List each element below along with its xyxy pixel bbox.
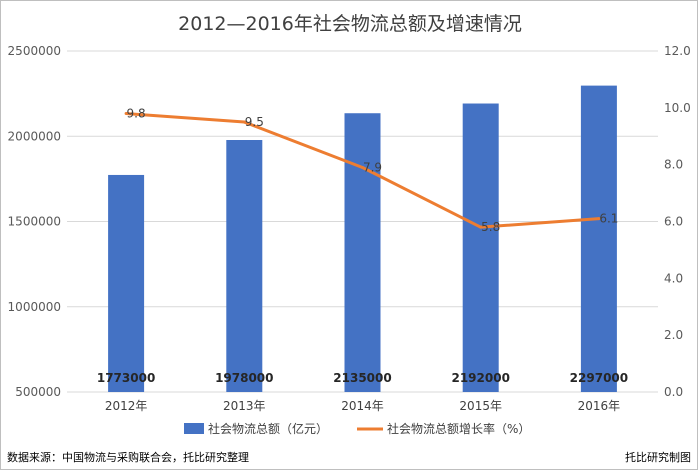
x-tick-label: 2014年 [341,399,384,413]
line-value-label: 5.8 [481,220,500,234]
x-tick-label: 2016年 [578,399,621,413]
line-value-label: 7.9 [363,161,382,175]
chart-title: 2012—2016年社会物流总额及增速情况 [178,13,522,35]
bar [580,85,617,392]
y-left-tick-label: 1500000 [8,215,61,229]
y-left-tick-label: 1000000 [8,300,61,314]
y-right-tick-label: 4.0 [664,271,683,285]
bar [226,140,263,392]
line-point [361,166,364,170]
line-point [242,120,246,124]
data-labels: 1773000 1978000 2135000 2192000 2297000 9.8 9.… [97,107,628,385]
bar [108,174,145,392]
legend-line-label: 社会物流总额增长率（%） [387,421,530,436]
x-tick-label: 2013年 [223,399,266,413]
y-left-tick-label: 2000000 [8,129,61,143]
axes: 500000 1000000 1500000 2000000 2500000 0.0 2.0… [8,44,691,413]
bar-value-label: 2135000 [333,371,391,385]
line-point [597,217,601,221]
bar-value-label: 2297000 [570,371,628,385]
line-series [124,112,601,229]
bar-value-label: 1978000 [215,371,273,385]
x-tick-label: 2015年 [459,399,502,413]
bar [344,113,381,393]
line-value-label: 9.5 [245,115,264,129]
line-point [124,112,128,116]
credit-note: 托比研究制图 [625,450,691,464]
y-left-tick-label: 500000 [15,385,61,399]
bar-value-label: 1773000 [97,371,155,385]
y-left-tick-label: 2500000 [8,44,61,58]
line-value-label: 9.8 [127,107,146,121]
y-right-tick-label: 2.0 [664,328,683,342]
y-right-tick-label: 0.0 [664,385,683,399]
x-tick-label: 2012年 [105,399,148,413]
bar-value-label: 2192000 [451,371,509,385]
legend-bar-label: 社会物流总额（亿元） [208,421,328,436]
bar-series [108,85,617,393]
y-right-tick-label: 6.0 [664,215,683,229]
line-value-label: 6.1 [599,212,618,226]
legend: 社会物流总额（亿元） 社会物流总额增长率（%） [184,421,530,436]
line-point [479,225,483,229]
y-right-tick-label: 10.0 [664,101,691,115]
y-right-tick-label: 12.0 [664,44,691,58]
legend-bar-swatch [184,423,204,434]
bar [462,103,499,392]
y-right-tick-label: 8.0 [664,158,683,172]
source-note: 数据来源：中国物流与采购联合会，托比研究整理 [7,450,249,464]
